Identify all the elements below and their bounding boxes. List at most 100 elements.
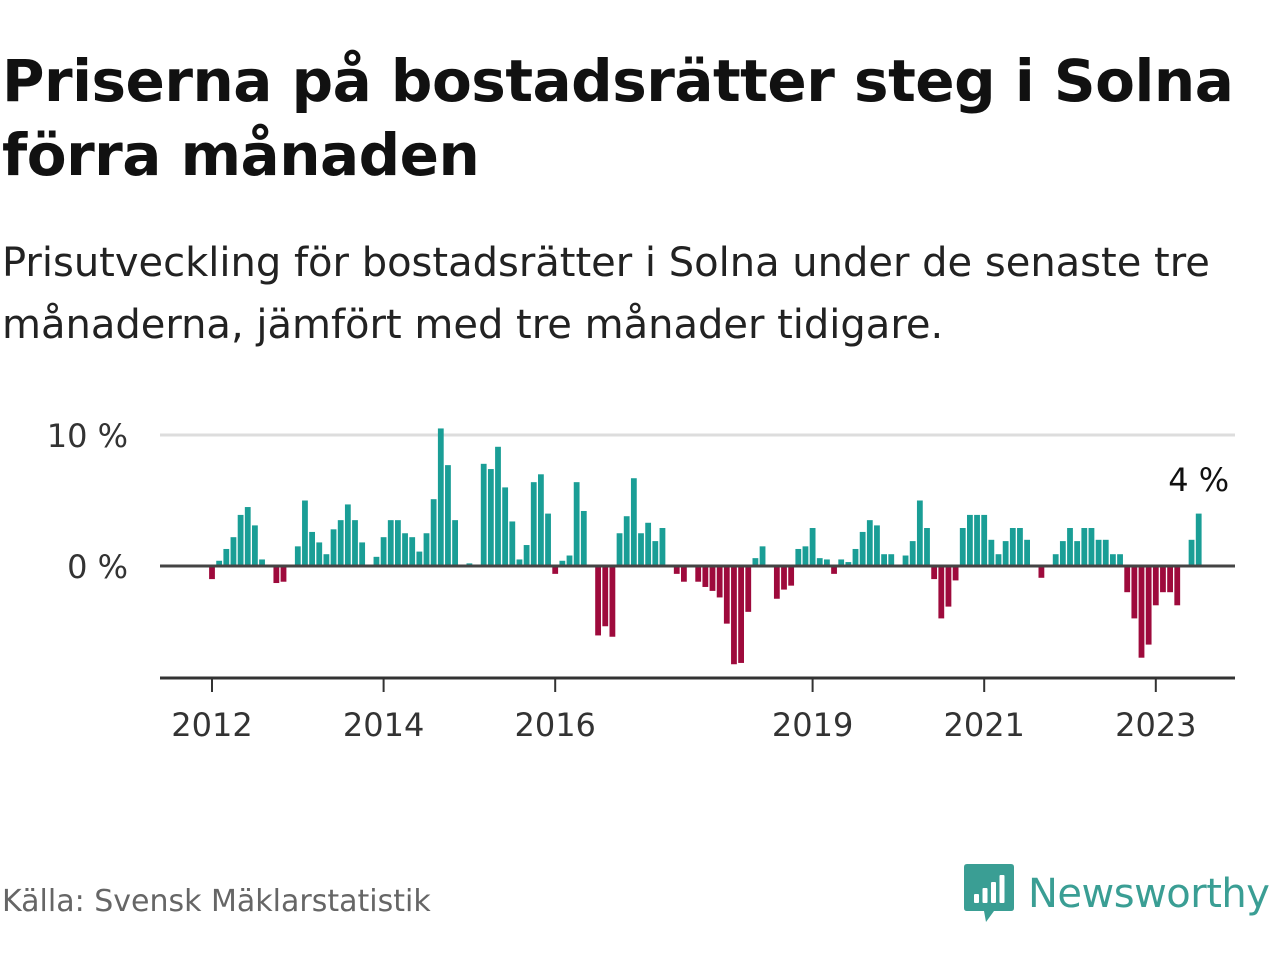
bar <box>373 556 380 566</box>
bar <box>487 469 494 566</box>
y-tick-label-0: 0 % <box>67 548 128 586</box>
bar <box>252 525 258 566</box>
bar <box>781 566 787 590</box>
bar <box>1152 566 1159 606</box>
bar <box>938 566 945 619</box>
bar <box>602 566 609 627</box>
bar <box>387 520 394 566</box>
brand-name[interactable]: Newsworthy <box>1028 871 1270 917</box>
bar <box>437 428 444 566</box>
bar <box>352 520 358 566</box>
bar <box>316 542 323 566</box>
bar <box>659 528 666 566</box>
bar <box>1095 539 1102 566</box>
bar <box>838 559 845 566</box>
bar <box>559 560 566 566</box>
bar <box>409 537 416 566</box>
bar <box>445 465 451 566</box>
bar <box>702 566 709 587</box>
x-tick-label: 2014 <box>343 706 424 744</box>
brand-logo[interactable]: Newsworthy <box>964 864 1270 924</box>
bar <box>1052 554 1059 566</box>
bar-series <box>209 428 1202 665</box>
bar <box>509 521 516 566</box>
bar <box>859 531 866 566</box>
bar <box>824 559 830 566</box>
bar <box>1174 566 1181 606</box>
bar <box>573 482 580 566</box>
bar <box>967 514 973 566</box>
bar <box>1124 566 1131 593</box>
bar <box>402 533 408 566</box>
bar <box>645 522 652 566</box>
bar <box>616 533 623 566</box>
bar <box>1081 528 1088 566</box>
bar <box>502 487 509 566</box>
bar <box>223 548 230 566</box>
x-tick-label: 2012 <box>171 706 252 744</box>
bar <box>1009 528 1016 566</box>
bar <box>916 500 923 566</box>
bar <box>623 516 630 566</box>
bar <box>738 566 744 663</box>
bar <box>1067 528 1073 566</box>
bar <box>580 510 587 566</box>
bar <box>216 560 223 566</box>
bar <box>866 520 873 566</box>
bar <box>1110 554 1116 566</box>
bar <box>1195 513 1202 566</box>
bar <box>230 537 237 566</box>
chart-title: Priserna på bostadsrätter steg i Solna f… <box>2 47 1234 189</box>
bar <box>795 548 802 566</box>
chart-subtitle: Prisutveckling för bostadsrätter i Solna… <box>2 240 1210 348</box>
bar <box>974 514 980 566</box>
bar <box>430 499 437 566</box>
bar <box>595 566 601 636</box>
bar <box>380 537 387 566</box>
bar <box>959 528 966 566</box>
bar <box>259 559 265 566</box>
bar <box>523 545 530 566</box>
bar <box>416 551 423 566</box>
bar <box>538 474 544 566</box>
bar <box>237 514 244 566</box>
bar <box>731 566 737 665</box>
bar <box>273 566 280 584</box>
bar <box>988 539 995 566</box>
bar <box>337 520 344 566</box>
bar <box>530 482 537 566</box>
bar <box>545 513 551 566</box>
bar <box>681 566 687 582</box>
bar <box>931 566 938 580</box>
bar <box>516 559 523 566</box>
bar <box>995 554 1002 566</box>
bar <box>745 566 752 612</box>
bar <box>330 529 337 566</box>
bar <box>909 541 916 566</box>
bar <box>1059 541 1066 566</box>
x-tick-label: 2023 <box>1115 706 1196 744</box>
bar <box>945 566 952 607</box>
bar <box>752 558 759 566</box>
bar <box>1117 554 1123 566</box>
bar <box>981 514 988 566</box>
bar <box>816 558 823 566</box>
bar <box>395 520 401 566</box>
bar <box>566 555 573 566</box>
bar <box>874 525 880 566</box>
bar <box>809 528 816 566</box>
bar <box>1167 566 1173 593</box>
source-note: Källa: Svensk Mäklarstatistik <box>2 884 431 919</box>
bar <box>1138 566 1145 658</box>
bar <box>1002 541 1009 566</box>
bar <box>302 500 308 566</box>
bar <box>773 566 780 599</box>
bar <box>630 478 637 566</box>
bar <box>802 546 809 566</box>
bar <box>609 566 616 637</box>
bar <box>359 542 366 566</box>
bar <box>1145 566 1152 645</box>
bar <box>1038 566 1045 578</box>
bar <box>1188 539 1195 566</box>
bar <box>902 555 909 566</box>
